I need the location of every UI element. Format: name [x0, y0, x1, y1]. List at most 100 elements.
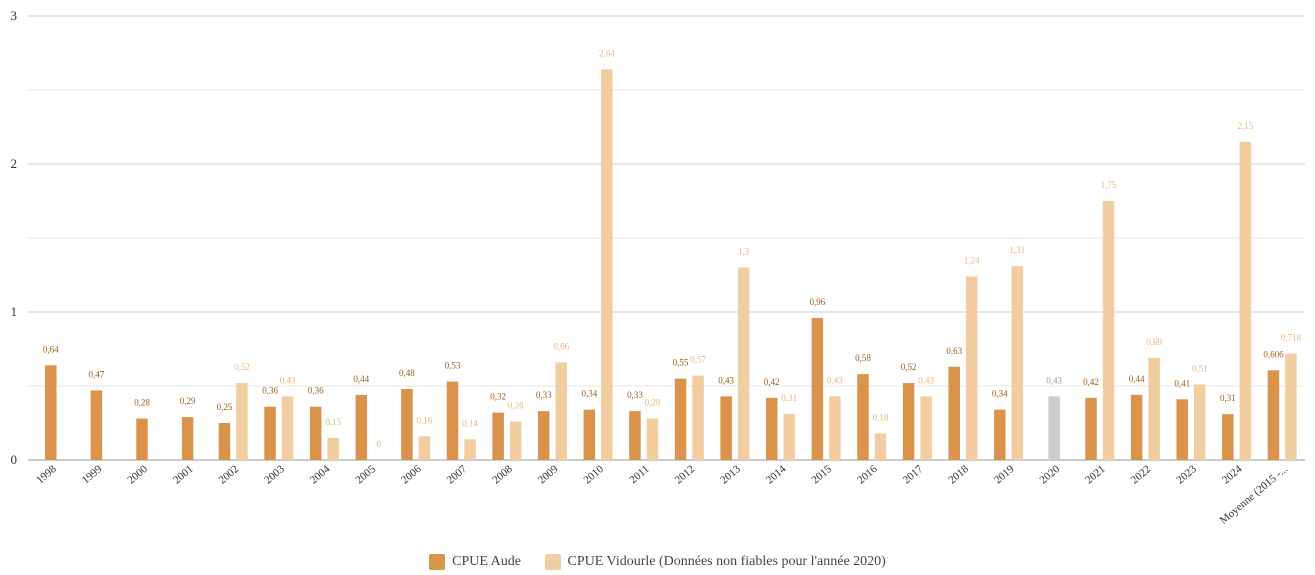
- data-label-vidourle: 0,16: [417, 415, 433, 425]
- bar-vidourle[interactable]: [646, 418, 659, 460]
- bar-vidourle[interactable]: [1239, 141, 1252, 461]
- bar-vidourle[interactable]: [464, 439, 476, 460]
- bar-vidourle[interactable]: [1011, 266, 1024, 460]
- bar-aude[interactable]: [1267, 370, 1280, 460]
- data-label-aude: 0,63: [946, 346, 962, 356]
- bar-aude[interactable]: [583, 409, 596, 460]
- x-tick-label: 2004: [308, 463, 333, 487]
- bar-aude[interactable]: [811, 317, 824, 460]
- bar-aude[interactable]: [1085, 397, 1097, 460]
- x-tick-label: 2017: [901, 463, 926, 487]
- bar-aude[interactable]: [355, 394, 368, 460]
- bar-aude[interactable]: [264, 406, 276, 460]
- x-tick-label: 2000: [125, 463, 150, 487]
- bar-aude[interactable]: [766, 397, 778, 460]
- data-label-vidourle: 0,31: [781, 393, 797, 403]
- legend-swatch-vidourle: [544, 554, 561, 570]
- bar-vidourle[interactable]: [783, 414, 796, 460]
- data-label-aude: 0,55: [673, 358, 689, 368]
- bar-aude[interactable]: [45, 365, 57, 460]
- bar-aude[interactable]: [446, 381, 459, 460]
- y-tick-label: 3: [11, 8, 18, 23]
- x-tick-label: 2014: [764, 463, 789, 487]
- data-label-aude: 0,52: [901, 362, 917, 372]
- bar-vidourle[interactable]: [236, 383, 248, 460]
- bar-vidourle[interactable]: [1285, 353, 1297, 460]
- bar-vidourle[interactable]: [692, 375, 704, 460]
- bar-vidourle[interactable]: [555, 362, 567, 460]
- x-tick-label: 2019: [992, 463, 1017, 487]
- data-label-aude: 0,48: [399, 368, 415, 378]
- x-tick-label: 2022: [1129, 463, 1154, 486]
- bar-aude[interactable]: [181, 417, 194, 460]
- bar-aude[interactable]: [90, 390, 103, 460]
- x-tick-label: 2007: [445, 463, 470, 487]
- data-label-vidourle: 1,31: [1009, 245, 1025, 255]
- bar-vidourle[interactable]: [509, 421, 522, 460]
- bar-aude[interactable]: [902, 383, 915, 460]
- data-label-vidourle: 0,28: [645, 398, 661, 408]
- data-label-vidourle: 2,64: [599, 48, 615, 58]
- bar-aude[interactable]: [136, 418, 148, 460]
- x-tick-label: 2018: [946, 463, 971, 487]
- data-label-aude: 0,29: [180, 396, 196, 406]
- y-axis-ticks: 0 1 2 3: [11, 8, 18, 467]
- data-label-aude: 0,42: [1083, 377, 1099, 387]
- bar-vidourle[interactable]: [829, 396, 841, 460]
- data-label-vidourle: 0,52: [234, 362, 250, 372]
- bar-vidourle[interactable]: [965, 276, 978, 460]
- bar-aude[interactable]: [720, 396, 732, 460]
- bar-vidourle[interactable]: [418, 436, 431, 460]
- x-tick-label: 2013: [718, 463, 743, 487]
- legend-item-vidourle[interactable]: CPUE Vidourle (Données non fiables pour …: [544, 554, 886, 570]
- bar-aude[interactable]: [537, 411, 550, 460]
- x-tick-label: 2020: [1038, 463, 1063, 487]
- data-label-aude: 0,34: [992, 389, 1008, 399]
- bar-vidourle[interactable]: [1102, 201, 1115, 460]
- bar-aude[interactable]: [309, 406, 322, 460]
- data-label-vidourle: 2,15: [1237, 121, 1253, 131]
- x-tick-label: 2012: [673, 463, 698, 486]
- data-label-aude: 0,33: [627, 390, 643, 400]
- bar-vidourle[interactable]: [281, 396, 294, 460]
- data-label-aude: 0,43: [718, 375, 734, 385]
- legend-swatch-aude: [429, 554, 446, 570]
- data-label-aude: 0,44: [353, 374, 369, 384]
- bar-aude[interactable]: [1176, 399, 1188, 460]
- data-label-vidourle: 1,24: [964, 255, 980, 265]
- data-label-aude: 0,44: [1129, 374, 1145, 384]
- bar-aude[interactable]: [674, 378, 687, 460]
- data-label-aude: 0,58: [855, 353, 871, 363]
- data-label-aude: 0,42: [764, 377, 780, 387]
- bar-aude[interactable]: [629, 411, 641, 460]
- bar-vidourle[interactable]: [327, 437, 339, 460]
- data-label-aude: 0,36: [308, 386, 324, 396]
- data-label-vidourle: 0,43: [918, 375, 934, 385]
- bar-aude[interactable]: [857, 374, 869, 460]
- bar-aude[interactable]: [948, 366, 960, 460]
- x-tick-label: 2006: [399, 463, 424, 487]
- bar-aude[interactable]: [492, 412, 504, 460]
- bar-aude[interactable]: [401, 388, 413, 460]
- x-tick-label: 2010: [581, 463, 606, 487]
- bar-aude[interactable]: [994, 409, 1006, 460]
- bar-vidourle[interactable]: [1148, 357, 1160, 460]
- legend-item-aude[interactable]: CPUE Aude: [429, 554, 521, 570]
- bar-vidourle[interactable]: [1048, 396, 1060, 460]
- bar-vidourle[interactable]: [920, 396, 932, 460]
- bar-vidourle[interactable]: [601, 69, 613, 460]
- bar-vidourle[interactable]: [737, 267, 750, 460]
- data-labels: 0,640,470,28 0,290,250,520,360,430,360,15…: [43, 48, 1302, 449]
- bar-aude[interactable]: [1130, 394, 1143, 460]
- data-label-aude: 0,33: [536, 390, 552, 400]
- x-tick-label: 1998: [34, 463, 59, 487]
- bar-vidourle[interactable]: [874, 433, 887, 460]
- data-label-aude: 0,96: [810, 297, 826, 307]
- data-label-vidourle: 0,14: [462, 418, 478, 428]
- data-label-aude: 0,28: [134, 398, 150, 408]
- bar-aude[interactable]: [1222, 414, 1234, 460]
- x-axis-ticks: 1998 1999 2000 2001 2002 2003 2004 2005 2006 2007…: [34, 463, 1290, 527]
- bar-vidourle[interactable]: [1193, 384, 1206, 460]
- bar-aude[interactable]: [218, 423, 231, 460]
